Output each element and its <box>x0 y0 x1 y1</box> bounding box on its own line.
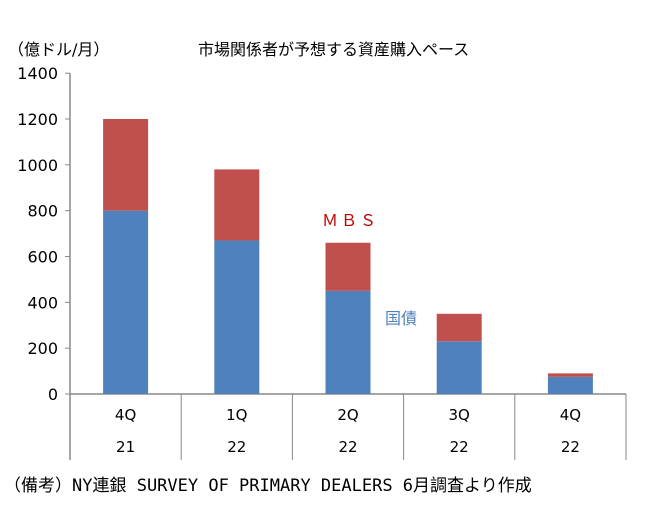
x-tick-label-quarter: 4Q <box>115 406 136 424</box>
x-tick-label-quarter: 1Q <box>226 406 247 424</box>
x-tick-label-year: 22 <box>450 438 469 456</box>
y-tick-label: 400 <box>27 293 58 312</box>
y-axis-unit: （億ドル/月） <box>8 40 110 59</box>
x-tick-label-year: 22 <box>338 438 357 456</box>
treasury-label: 国債 <box>385 309 417 328</box>
bar-mbs <box>214 169 260 241</box>
bar-treasury <box>436 341 482 394</box>
x-tick-label-year: 22 <box>227 438 246 456</box>
x-tick-label-year: 22 <box>561 438 580 456</box>
plot-area: 0 200 400 600 800 1000 1200 1400 4Q 21 1Q 22 2Q 22 3Q 2… <box>17 64 627 460</box>
y-tick-label: 1400 <box>17 64 58 83</box>
chart-title: 市場関係者が予想する資産購入ペース <box>198 40 470 59</box>
y-tick-label: 200 <box>27 339 58 358</box>
mbs-label: ＭＢＳ <box>322 211 379 230</box>
bar-treasury <box>325 290 371 394</box>
source-note: （備考）NY連銀 SURVEY OF PRIMARY DEALERS 6月調査よ… <box>4 476 532 496</box>
x-tick-label-quarter: 3Q <box>449 406 470 424</box>
x-tick-label-quarter: 4Q <box>560 406 581 424</box>
bar-treasury <box>547 376 593 394</box>
y-tick-label: 0 <box>48 385 58 404</box>
bar-treasury <box>214 240 260 394</box>
bar-mbs <box>103 119 149 211</box>
bar-mbs <box>436 313 482 342</box>
y-tick-label: 1000 <box>17 156 58 175</box>
y-tick-label: 1200 <box>17 110 58 129</box>
x-tick-label-quarter: 2Q <box>337 406 358 424</box>
x-tick-label-year: 21 <box>116 438 135 456</box>
y-tick-label: 600 <box>27 248 58 267</box>
bar-treasury <box>103 210 149 394</box>
bar-mbs <box>325 242 371 291</box>
bar-mbs <box>547 373 593 377</box>
y-tick-label: 800 <box>27 202 58 221</box>
